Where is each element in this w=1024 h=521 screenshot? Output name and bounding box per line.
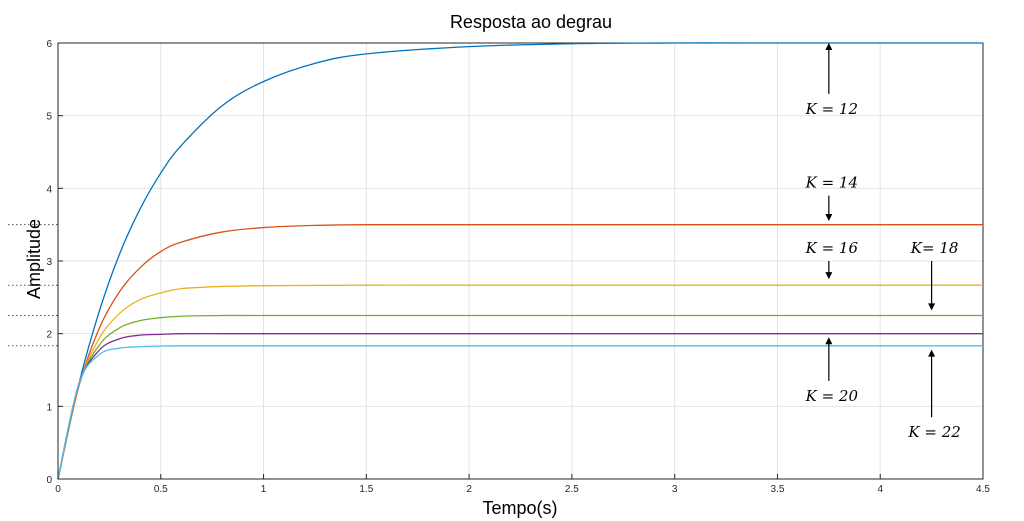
arrow-head bbox=[825, 214, 833, 222]
y-tick-label: 5 bbox=[46, 112, 52, 123]
arrow-head bbox=[928, 303, 936, 311]
annotation-label: K = 16 bbox=[805, 239, 859, 257]
x-tick-label: 3.5 bbox=[770, 484, 784, 495]
annotation-label: K = 12 bbox=[805, 100, 858, 118]
annotations: K = 12 K = 14 K = 16 K= 18 K = 20 K = 22 bbox=[805, 43, 961, 441]
annotation-label: K = 20 bbox=[805, 387, 859, 405]
x-tick-label: 0 bbox=[55, 484, 61, 495]
arrow-head bbox=[928, 349, 936, 357]
chart-title: Resposta ao degrau bbox=[450, 12, 612, 32]
annotation-label: K = 14 bbox=[805, 174, 858, 192]
series-line bbox=[57, 345, 983, 480]
x-tick-label: 3 bbox=[672, 484, 678, 495]
x-tick-label: 0.5 bbox=[154, 484, 168, 495]
series-line bbox=[57, 332, 983, 480]
y-axis-label: Amplitude bbox=[24, 219, 44, 299]
x-tick-label: 4 bbox=[877, 484, 883, 495]
x-tick-label: 2.5 bbox=[565, 484, 579, 495]
y-tick-label: 6 bbox=[46, 39, 52, 50]
annotation-label: K= 18 bbox=[910, 239, 959, 257]
x-ticks: 0 0.5 1 1.5 2 2.5 3 3.5 4 4.5 bbox=[55, 474, 990, 495]
x-tick-label: 1.5 bbox=[359, 484, 373, 495]
x-tick-label: 4.5 bbox=[976, 484, 990, 495]
series-lines bbox=[57, 42, 983, 480]
y-ticks: 0 1 2 3 4 5 6 bbox=[46, 39, 63, 486]
y-tick-label: 0 bbox=[46, 475, 52, 486]
arrow-head bbox=[825, 337, 833, 345]
series-line bbox=[57, 42, 983, 480]
y-tick-label: 4 bbox=[46, 184, 52, 195]
series-line bbox=[57, 314, 983, 480]
x-axis-label: Tempo(s) bbox=[482, 498, 557, 518]
reference-lines bbox=[8, 224, 58, 347]
x-tick-label: 2 bbox=[466, 484, 472, 495]
annotation-label: K = 22 bbox=[907, 423, 960, 441]
arrow-head bbox=[825, 43, 833, 50]
y-tick-label: 1 bbox=[46, 402, 52, 413]
series-line bbox=[57, 223, 983, 480]
y-tick-label: 2 bbox=[46, 330, 52, 341]
y-tick-label: 3 bbox=[46, 257, 52, 268]
arrow-head bbox=[825, 272, 833, 280]
x-tick-label: 1 bbox=[261, 484, 267, 495]
series-line bbox=[57, 284, 983, 480]
